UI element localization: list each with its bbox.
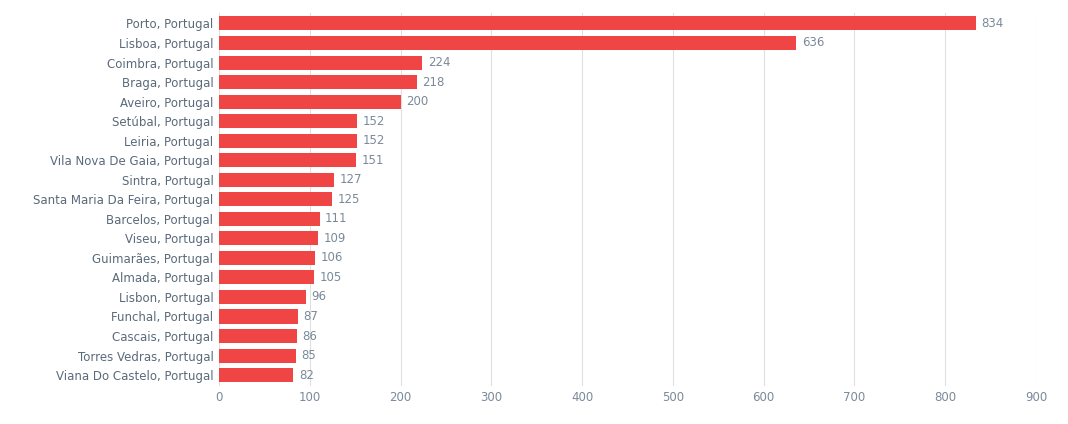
Text: 86: 86 xyxy=(302,329,317,343)
Text: 82: 82 xyxy=(299,368,314,382)
Text: 127: 127 xyxy=(340,173,362,186)
Bar xyxy=(219,36,797,50)
Text: 125: 125 xyxy=(337,193,360,206)
Text: 85: 85 xyxy=(301,349,316,362)
Text: 109: 109 xyxy=(324,232,346,245)
Bar xyxy=(219,251,315,265)
Bar xyxy=(219,329,297,343)
Bar xyxy=(219,192,332,206)
Bar xyxy=(219,114,357,128)
Text: 96: 96 xyxy=(312,290,327,304)
Bar xyxy=(219,212,319,226)
Text: 152: 152 xyxy=(362,114,384,128)
Bar xyxy=(219,310,298,324)
Bar xyxy=(219,271,314,285)
Bar xyxy=(219,232,318,245)
Text: 224: 224 xyxy=(427,56,451,69)
Bar xyxy=(219,95,400,109)
Bar xyxy=(219,153,356,167)
Bar xyxy=(219,173,334,187)
Text: 106: 106 xyxy=(320,251,343,265)
Bar xyxy=(219,17,976,31)
Text: 151: 151 xyxy=(361,154,383,167)
Text: 834: 834 xyxy=(981,17,1004,30)
Text: 218: 218 xyxy=(422,75,444,89)
Text: 200: 200 xyxy=(406,95,428,108)
Text: 87: 87 xyxy=(303,310,318,323)
Bar xyxy=(219,368,294,382)
Text: 636: 636 xyxy=(802,36,824,50)
Bar xyxy=(219,134,357,148)
Text: 152: 152 xyxy=(362,134,384,147)
Bar xyxy=(219,75,417,89)
Bar xyxy=(219,349,296,363)
Text: 111: 111 xyxy=(325,212,348,225)
Bar xyxy=(219,56,422,70)
Text: 105: 105 xyxy=(319,271,342,284)
Bar xyxy=(219,290,307,304)
